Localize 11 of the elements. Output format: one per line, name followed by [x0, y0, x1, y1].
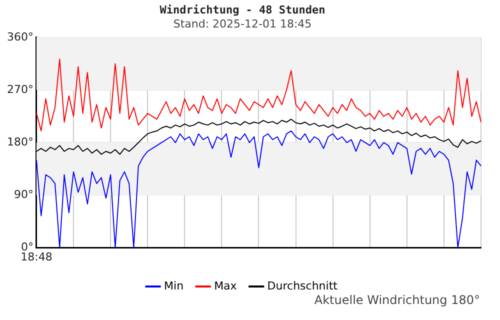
legend-label: Max [214, 279, 238, 292]
legend-label: Durchschnitt [267, 279, 338, 292]
y-tick-label: 90° [14, 188, 34, 202]
y-tick-label: 180° [6, 135, 34, 148]
y-tick-label: 270° [6, 82, 34, 96]
text: Aktuelle Windrichtung 180° [314, 293, 480, 307]
chart-title: Windrichtung - 48 Stunden [160, 3, 326, 16]
chart-subtitle: Stand: 2025-12-01 18:45 [173, 18, 312, 31]
x-tick-label: 18:48 [20, 250, 52, 264]
y-tick-label: 360° [6, 30, 34, 44]
legend-label: Min [164, 279, 184, 292]
